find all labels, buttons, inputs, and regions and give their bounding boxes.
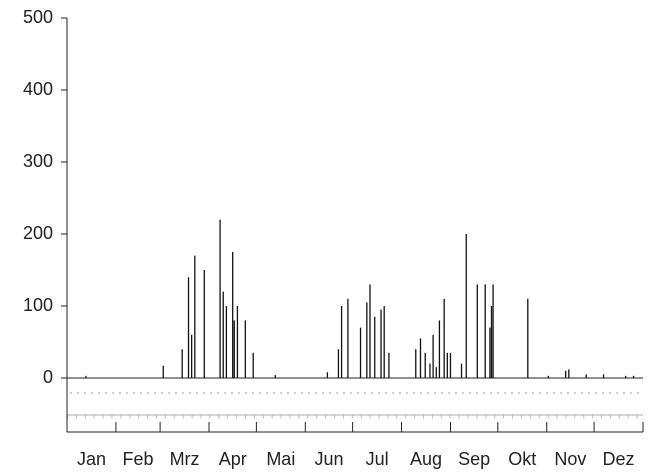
- y-tick-label: 500: [23, 7, 53, 27]
- x-tick-label: Apr: [219, 449, 247, 469]
- x-tick-label: Feb: [122, 449, 153, 469]
- x-tick-label: Aug: [410, 449, 442, 469]
- y-tick-label: 100: [23, 295, 53, 315]
- x-tick-label: Nov: [554, 449, 586, 469]
- x-tick-label: Jan: [77, 449, 106, 469]
- y-tick-label: 0: [43, 367, 53, 387]
- y-tick-label: 300: [23, 151, 53, 171]
- y-tick-label: 200: [23, 223, 53, 243]
- x-tick-label: Dez: [603, 449, 635, 469]
- x-tick-label: Jul: [366, 449, 389, 469]
- x-tick-label: Mrz: [170, 449, 200, 469]
- x-tick-label: Sep: [458, 449, 490, 469]
- y-tick-label: 400: [23, 79, 53, 99]
- x-tick-label: Okt: [508, 449, 536, 469]
- x-tick-label: Mai: [266, 449, 295, 469]
- x-tick-label: Jun: [314, 449, 343, 469]
